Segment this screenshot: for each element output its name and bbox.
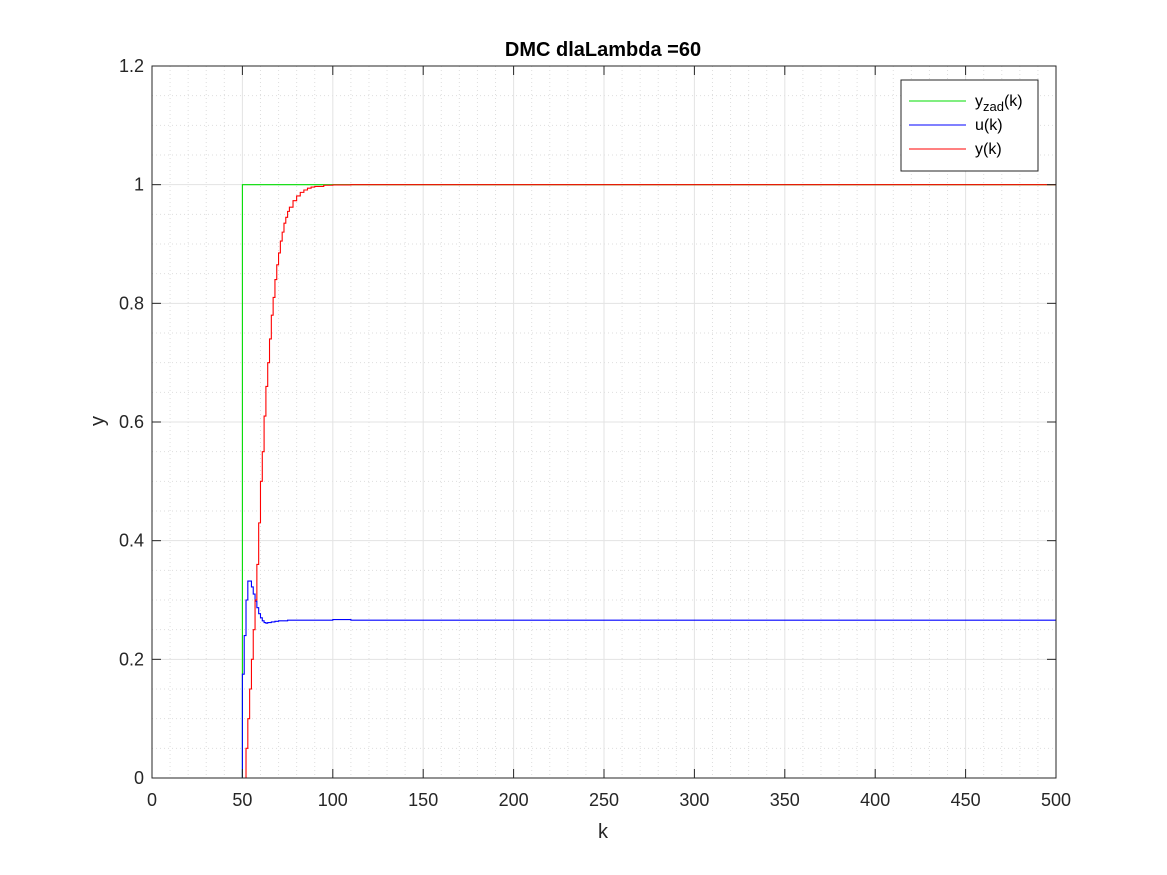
y-tick-label: 0.2 <box>119 649 144 669</box>
legend-label: yzad(k) <box>975 93 1023 114</box>
y-tick-label: 1 <box>134 175 144 195</box>
x-tick-label: 500 <box>1041 790 1071 810</box>
legend-label: y(k) <box>975 141 1002 158</box>
grid <box>152 66 1056 778</box>
legend-label: u(k) <box>975 117 1003 134</box>
y-tick-label: 0.4 <box>119 531 144 551</box>
x-tick-label: 450 <box>951 790 981 810</box>
y-tick-label: 0.8 <box>119 293 144 313</box>
x-tick-label: 250 <box>589 790 619 810</box>
y-axis-label: y <box>87 416 109 426</box>
series-line-y-k- <box>152 184 1056 779</box>
x-tick-label: 200 <box>499 790 529 810</box>
x-axis-label: k <box>598 821 609 843</box>
legend: yzad(k) u(k) y(k) <box>900 79 1039 172</box>
tick-labels: 0 50 100 150 200 250 300 350 400 450 500 0 0.2 0.4 0.6… <box>119 56 1071 810</box>
x-tick-label: 300 <box>679 790 709 810</box>
x-tick-label: 400 <box>860 790 890 810</box>
y-tick-label: 1.2 <box>119 56 144 76</box>
y-tick-label: 0.6 <box>119 412 144 432</box>
series-line-u-k- <box>152 580 1056 779</box>
x-tick-label: 150 <box>408 790 438 810</box>
chart-title: DMC dlaLambda =60 <box>505 39 701 61</box>
y-tick-label: 0 <box>134 768 144 788</box>
tick-marks <box>151 65 1057 779</box>
x-tick-label: 350 <box>770 790 800 810</box>
x-tick-label: 50 <box>232 790 252 810</box>
x-tick-label: 100 <box>318 790 348 810</box>
x-tick-label: 0 <box>147 790 157 810</box>
